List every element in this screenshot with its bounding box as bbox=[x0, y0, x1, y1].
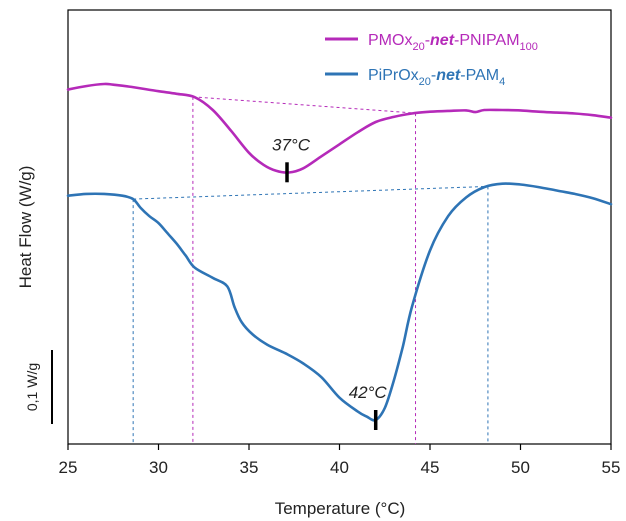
legend-label-pmox: PMOx20-net-PNIPAM100 bbox=[368, 32, 538, 53]
x-tick-label: 35 bbox=[240, 458, 259, 477]
reference-lines bbox=[132, 96, 489, 444]
x-axis-title: Temperature (°C) bbox=[275, 499, 406, 518]
baseline-line-0 bbox=[192, 96, 416, 114]
x-tick-label: 40 bbox=[330, 458, 349, 477]
baseline-line-1 bbox=[133, 185, 488, 200]
x-tick-label: 30 bbox=[149, 458, 168, 477]
legend-label-piprox: PiPrOx20-net-PAM4 bbox=[368, 67, 505, 88]
peak-label-piprox: 42°C bbox=[349, 383, 388, 402]
y-axis-title: Heat Flow (W/g) bbox=[16, 166, 35, 289]
series-line-pmox bbox=[66, 82, 613, 174]
scale-bar-label: 0,1 W/g bbox=[24, 363, 40, 411]
legend: PMOx20-net-PNIPAM100 PiPrOx20-net-PAM4 bbox=[325, 32, 538, 88]
series-line-piprox bbox=[66, 182, 613, 422]
x-tick-label: 45 bbox=[421, 458, 440, 477]
x-tick-label: 25 bbox=[59, 458, 78, 477]
peak-label-pmox: 37°C bbox=[272, 135, 311, 154]
x-tick-label: 55 bbox=[602, 458, 621, 477]
x-tick-label: 50 bbox=[511, 458, 530, 477]
x-axis-ticks: 25 30 35 40 45 50 55 bbox=[59, 444, 621, 477]
